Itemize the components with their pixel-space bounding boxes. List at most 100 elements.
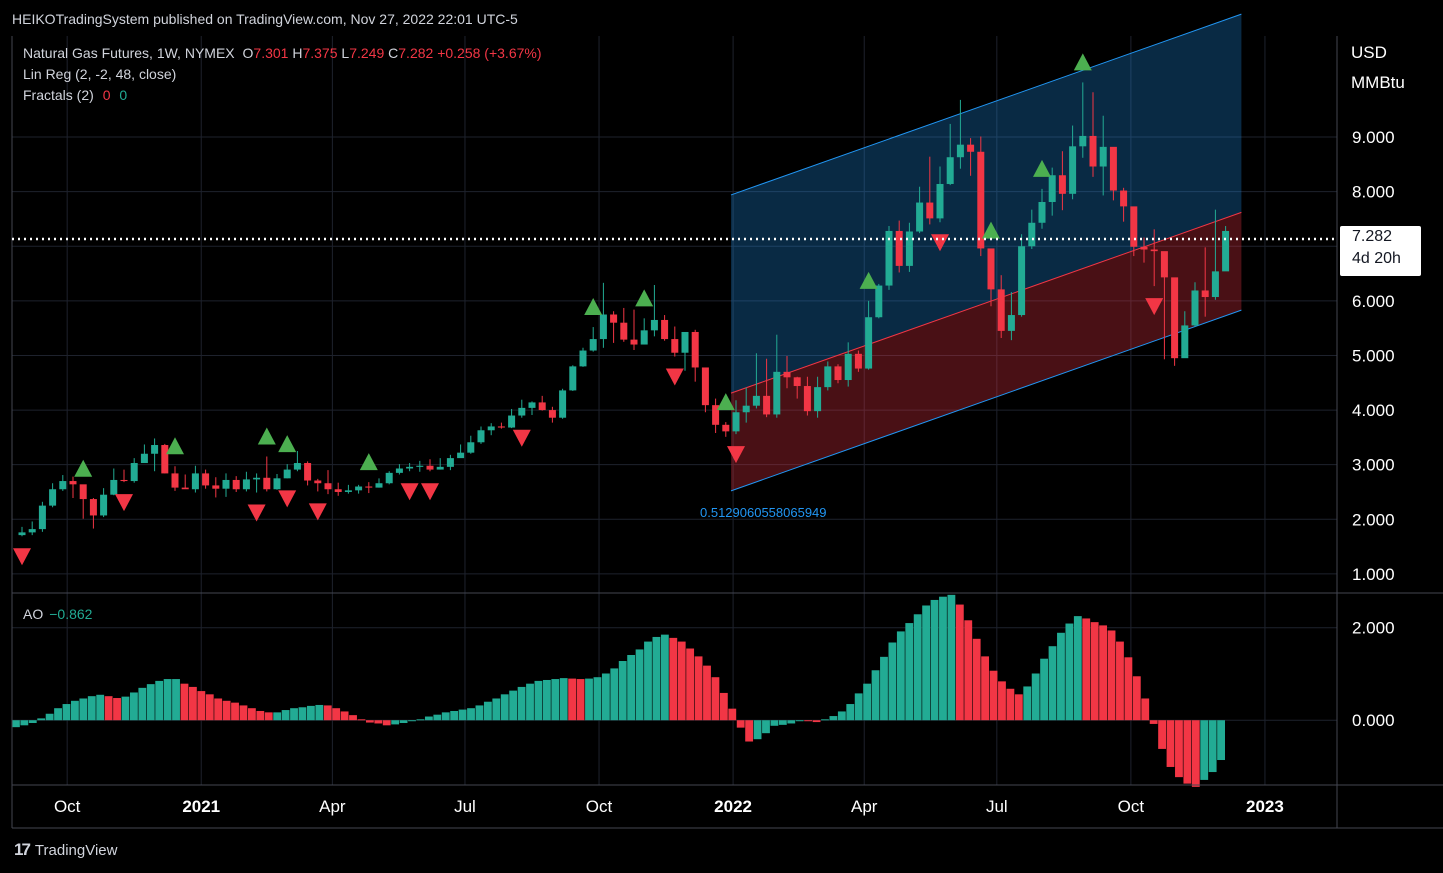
candle [487, 423, 495, 436]
candle-body [936, 183, 944, 219]
time-tick-label: 2022 [714, 797, 752, 816]
price-tick-label: 1.000 [1352, 565, 1395, 584]
candle-body [273, 478, 281, 490]
candle-body [824, 366, 832, 388]
candle [661, 315, 669, 341]
candle [722, 422, 730, 437]
candle-body [18, 532, 26, 536]
ao-bar [526, 683, 534, 721]
candle-body [263, 477, 271, 490]
candle [89, 497, 97, 529]
candle [161, 443, 169, 474]
candle-body [446, 458, 454, 467]
candle-body [548, 410, 556, 418]
candle [1191, 282, 1199, 327]
ao-bar [433, 714, 442, 721]
ao-bar [534, 680, 543, 721]
ao-axis-ticks[interactable]: 0.000 2.000 [1352, 619, 1395, 731]
candle [997, 275, 1005, 338]
ao-bar [273, 712, 282, 721]
candle [742, 387, 750, 423]
candle [304, 461, 312, 486]
price-axis-ticks[interactable]: 1.000 2.000 3.000 4.000 5.000 6.000 8.000 9.000 [1352, 128, 1395, 584]
ao-bar [989, 670, 998, 721]
ao-bar [837, 711, 846, 721]
fractal-down-marker [931, 234, 949, 252]
candle [824, 361, 832, 391]
candle [355, 484, 363, 494]
candle-body [395, 468, 403, 473]
candle-body [1150, 249, 1158, 252]
ao-bar [1040, 658, 1049, 721]
ao-bar [323, 705, 332, 721]
candle [763, 358, 771, 418]
candle [406, 463, 414, 472]
fractal-markers [13, 53, 1164, 566]
candle-body [283, 469, 291, 479]
fractal-down-marker [512, 429, 531, 447]
candle-body [528, 402, 536, 408]
ao-bar [197, 691, 206, 721]
candle-body [722, 424, 730, 432]
candle-body [355, 486, 363, 491]
candle-body [926, 202, 934, 219]
candle-body [793, 377, 801, 387]
candle-body [38, 505, 46, 530]
candle-body [1038, 202, 1046, 223]
candle-body [314, 480, 322, 484]
candle-body [763, 395, 771, 415]
candle-body [946, 157, 954, 184]
legend-close: 7.282 [398, 45, 434, 61]
ao-bar [551, 679, 560, 721]
legend-fractals[interactable]: Fractals (2) 0 0 [23, 87, 127, 103]
candle-body [59, 481, 67, 490]
channel-lower-line [730, 309, 1242, 492]
ao-bar [711, 677, 720, 721]
candle-body [1171, 277, 1179, 359]
ao-bar [416, 719, 425, 721]
ao-bar [70, 700, 79, 721]
ao-value: −0.862 [49, 606, 93, 622]
ao-label: AO [23, 606, 44, 622]
candle [38, 501, 46, 532]
candle-body [416, 465, 424, 467]
ao-bar [12, 720, 20, 728]
candle [1038, 188, 1046, 229]
tradingview-logo[interactable]: 17 TradingView [14, 840, 117, 860]
candle-body [79, 484, 87, 500]
candle [28, 521, 36, 536]
ao-bar [1006, 688, 1015, 721]
ao-bar [930, 599, 939, 721]
time-tick-label: Oct [1118, 797, 1145, 816]
ao-bar [728, 708, 737, 721]
ao-bar [972, 638, 981, 721]
candle-body [375, 483, 383, 488]
legend-symbol[interactable]: Natural Gas Futures, 1W, NYMEX [23, 45, 235, 61]
candle-body [28, 529, 36, 533]
ao-bar [391, 720, 400, 725]
candle-body [691, 331, 699, 368]
candle-body [1120, 190, 1128, 207]
candle-body [701, 367, 709, 406]
last-price-badge: 7.282 4d 20h [1340, 226, 1421, 276]
ao-bar [492, 698, 501, 721]
ao-legend[interactable]: AO −0.862 [23, 606, 92, 622]
candle-body [436, 466, 444, 470]
ao-bar [399, 720, 408, 724]
fractal-up-marker [859, 271, 878, 289]
legend-linreg[interactable]: Lin Reg (2, -2, 48, close) [23, 66, 177, 82]
candle-body [854, 353, 862, 369]
time-axis-ticks[interactable]: Oct 2021 Apr Jul Oct 2022 Apr Jul Oct 2023 [54, 797, 1284, 816]
time-tick-label: Apr [319, 797, 346, 816]
candle-body [885, 230, 893, 286]
fractal-up-marker [278, 435, 297, 453]
ao-bar [1208, 720, 1217, 773]
fractal-up-marker [584, 298, 603, 316]
ao-bar [1031, 673, 1040, 721]
candle-body [344, 490, 352, 492]
ao-bar [998, 681, 1006, 721]
fractal-down-marker [13, 548, 31, 566]
candle [1140, 237, 1148, 263]
candle-body [967, 144, 975, 152]
